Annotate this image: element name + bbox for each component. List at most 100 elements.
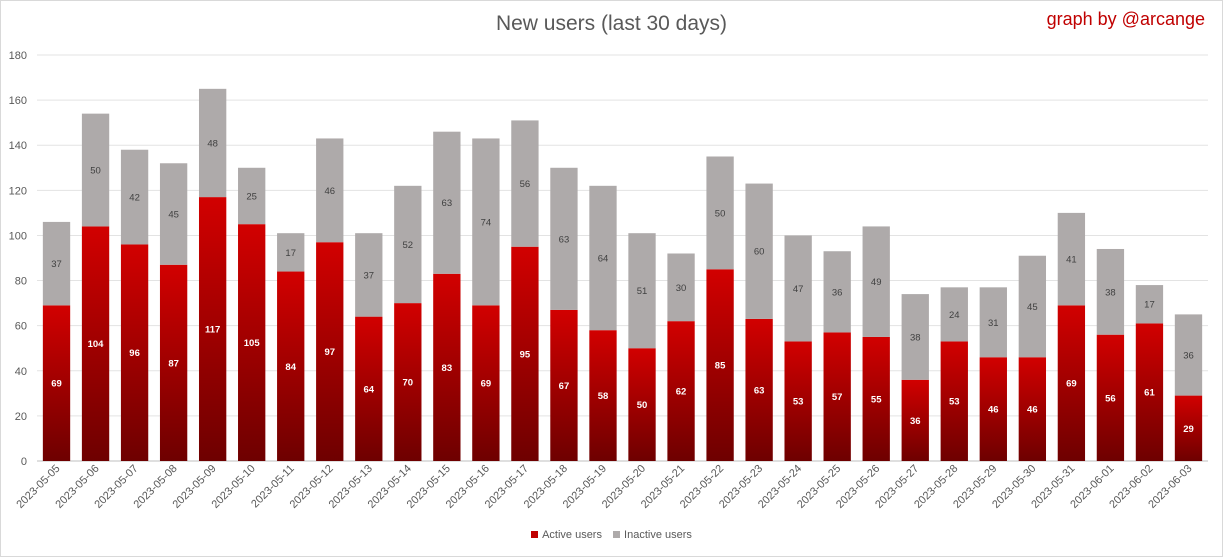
- bar-active: [823, 332, 851, 461]
- data-label-inactive: 45: [1027, 302, 1038, 313]
- legend-item-inactive: Inactive users: [613, 529, 692, 541]
- data-label-active: 57: [832, 392, 843, 403]
- legend-swatch-inactive: [613, 531, 621, 538]
- bar-inactive: [589, 185, 617, 331]
- bar-active: [706, 269, 734, 461]
- data-label-inactive: 49: [871, 277, 882, 288]
- bar-active: [355, 316, 383, 461]
- bar-inactive: [198, 88, 227, 198]
- bar-inactive: [784, 235, 812, 342]
- data-label-inactive: 64: [598, 254, 609, 265]
- bar-active: [472, 305, 500, 461]
- data-label-active: 50: [637, 400, 648, 411]
- y-tick-label: 0: [21, 456, 27, 468]
- bar-active: [901, 379, 929, 461]
- data-label-inactive: 60: [754, 247, 765, 258]
- data-label-inactive: 50: [715, 208, 726, 219]
- bar-inactive: [120, 149, 149, 245]
- data-label-inactive: 17: [285, 248, 296, 259]
- y-tick-label: 60: [15, 321, 27, 333]
- y-tick-label: 40: [15, 366, 27, 378]
- data-label-inactive: 74: [481, 217, 492, 228]
- bar-active: [667, 321, 695, 461]
- y-tick-label: 180: [9, 50, 27, 62]
- data-label-active: 61: [1144, 388, 1155, 399]
- data-label-inactive: 24: [949, 310, 960, 321]
- bar-active: [159, 264, 188, 461]
- data-label-inactive: 37: [51, 259, 62, 270]
- y-tick-label: 160: [9, 95, 27, 107]
- data-label-inactive: 36: [832, 287, 843, 298]
- data-label-active: 83: [442, 363, 453, 374]
- bar-active: [1096, 334, 1125, 461]
- data-label-active: 70: [403, 378, 414, 389]
- bar-inactive: [862, 226, 890, 337]
- bar-active: [1174, 395, 1203, 461]
- bar-inactive: [940, 287, 968, 342]
- bar-inactive: [277, 233, 305, 272]
- bar-inactive: [81, 113, 110, 227]
- data-label-inactive: 36: [1183, 350, 1194, 361]
- bar-inactive: [42, 221, 71, 306]
- bar-active: [1057, 305, 1086, 461]
- credit-label: graph by @arcange: [1046, 9, 1205, 29]
- bar-active: [316, 242, 344, 461]
- data-label-inactive: 47: [793, 284, 804, 295]
- y-axis: 0 20 40 60 80 100 120 140 160 180: [9, 50, 27, 468]
- y-tick-label: 140: [9, 140, 27, 152]
- bar-inactive: [823, 251, 851, 333]
- data-label-inactive: 42: [129, 193, 140, 204]
- data-label-inactive: 63: [442, 198, 453, 209]
- data-label-inactive: 30: [676, 283, 687, 294]
- bar-inactive: [355, 233, 383, 317]
- data-label-active: 63: [754, 385, 765, 396]
- data-label-active: 53: [949, 397, 960, 408]
- bar-inactive: [550, 167, 578, 310]
- data-label-active: 104: [88, 339, 105, 350]
- data-label-inactive: 48: [207, 138, 218, 149]
- bar-inactive: [706, 156, 734, 270]
- data-label-active: 105: [244, 338, 261, 349]
- bar-active: [394, 303, 422, 461]
- data-label-inactive: 17: [1144, 300, 1155, 311]
- bar-active: [42, 305, 71, 461]
- y-tick-label: 20: [15, 411, 27, 423]
- bar-inactive: [667, 253, 695, 322]
- data-label-active: 85: [715, 361, 726, 372]
- data-label-inactive: 41: [1066, 255, 1077, 266]
- data-label-inactive: 38: [1105, 287, 1116, 298]
- bar-active: [979, 357, 1007, 461]
- bar-active: [745, 318, 773, 461]
- bar-active: [589, 330, 617, 461]
- bar-inactive: [901, 294, 929, 380]
- bar-active: [862, 336, 890, 461]
- data-label-active: 36: [910, 416, 921, 427]
- bar-inactive: [745, 183, 773, 319]
- data-label-inactive: 31: [988, 318, 999, 329]
- data-label-active: 69: [51, 379, 62, 390]
- data-label-inactive: 25: [246, 191, 257, 202]
- y-tick-label: 120: [9, 185, 27, 197]
- bar-active: [628, 348, 656, 461]
- data-label-inactive: 63: [559, 234, 570, 245]
- x-axis: 2023-05-052023-05-062023-05-072023-05-08…: [14, 463, 1194, 511]
- bar-active: [1018, 357, 1047, 461]
- legend-swatch-active: [531, 531, 539, 538]
- data-label-active: 46: [988, 405, 999, 416]
- data-label-active: 117: [205, 325, 220, 336]
- data-label-active: 58: [598, 391, 609, 402]
- data-label-inactive: 50: [90, 166, 101, 177]
- legend: Active users Inactive users: [0, 529, 1223, 541]
- bar-inactive: [433, 131, 461, 274]
- bar-inactive: [1174, 314, 1203, 396]
- data-label-active: 62: [676, 387, 687, 398]
- data-label-active: 84: [285, 362, 296, 373]
- legend-item-active: Active users: [531, 529, 602, 541]
- data-label-active: 97: [324, 347, 335, 358]
- bar-inactive: [979, 287, 1007, 358]
- bar-inactive: [394, 185, 422, 304]
- legend-label-inactive: Inactive users: [624, 529, 692, 541]
- bar-active: [1135, 323, 1164, 461]
- bar-active: [81, 226, 110, 461]
